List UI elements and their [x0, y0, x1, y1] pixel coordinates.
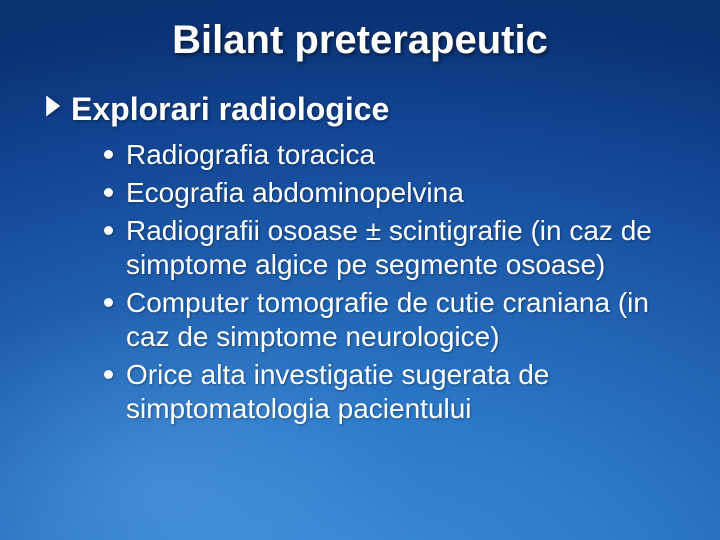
chevron-right-icon	[46, 95, 63, 122]
section: Explorari radiologice Radiografia toraci…	[36, 91, 684, 426]
list-item: Computer tomografie de cutie craniana (i…	[104, 286, 684, 354]
list-item: Orice alta investigatie sugerata de simp…	[104, 358, 684, 426]
list-item: Ecografia abdominopelvina	[104, 176, 684, 210]
slide: Bilant preterapeutic Explorari radiologi…	[0, 0, 720, 540]
section-heading: Explorari radiologice	[71, 91, 389, 128]
slide-title: Bilant preterapeutic	[36, 18, 684, 63]
section-heading-row: Explorari radiologice	[36, 91, 684, 128]
bullet-list: Radiografia toracica Ecografia abdominop…	[36, 138, 684, 426]
list-item: Radiografia toracica	[104, 138, 684, 172]
list-item: Radiografii osoase ± scintigrafie (in ca…	[104, 214, 684, 282]
